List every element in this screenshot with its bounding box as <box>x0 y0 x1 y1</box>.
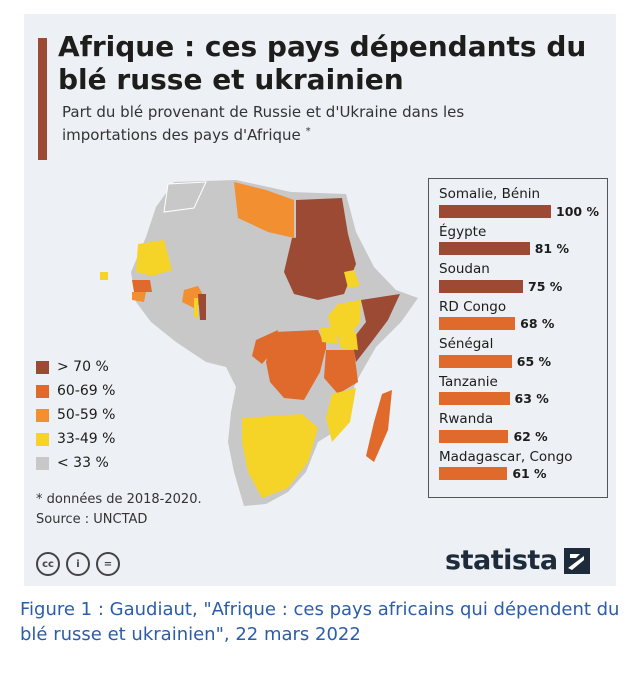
legend-item: 60-69 % <box>36 379 115 403</box>
license-icons: cc i = <box>36 552 120 576</box>
bar-value-label: 61 % <box>512 466 547 481</box>
bar-line: 81 % <box>439 241 609 257</box>
bar-category-label: Rwanda <box>439 411 494 427</box>
bar-row: Soudan 75 % <box>439 260 609 294</box>
chart-subtitle: Part du blé provenant de Russie et d'Ukr… <box>62 102 482 145</box>
bar-row: Rwanda 62 % <box>439 410 609 444</box>
bar-value-label: 68 % <box>520 316 555 331</box>
attribution-icon: i <box>66 552 90 576</box>
bar <box>439 242 530 255</box>
statista-logo-icon <box>563 547 590 574</box>
bar-row: Égypte 81 % <box>439 223 609 257</box>
footnote: * données de 2018-2020. Source : UNCTAD <box>36 490 202 530</box>
subtitle-text: Part du blé provenant de Russie et d'Ukr… <box>62 103 465 144</box>
bar-line: 61 % <box>439 466 609 482</box>
legend-swatch <box>36 360 49 374</box>
map-southern-africa <box>242 414 318 498</box>
bar <box>439 279 523 293</box>
bar <box>439 204 551 218</box>
map-guinea <box>132 292 146 302</box>
bar-value-label: 63 % <box>514 391 549 406</box>
map-uganda <box>320 328 338 344</box>
bar <box>439 317 516 330</box>
africa-map <box>100 180 418 506</box>
legend-label: 60-69 % <box>57 383 116 399</box>
map-kenya <box>338 330 358 350</box>
map-mozambique <box>326 388 356 442</box>
map-madagascar <box>366 390 392 462</box>
bar-category-label: RD Congo <box>439 298 507 315</box>
bar-line: 62 % <box>439 428 609 444</box>
bar-row: Madagascar, Congo 61 % <box>439 448 609 482</box>
map-egypt <box>296 198 348 238</box>
bar-value-label: 81 % <box>534 241 569 256</box>
bar <box>439 354 512 368</box>
bar-line: 100 % <box>439 203 609 219</box>
bar <box>439 429 509 443</box>
bar-category-label: Égypte <box>439 223 487 240</box>
legend-swatch <box>36 408 49 422</box>
map-eritrea <box>344 270 360 288</box>
map-senegal <box>132 280 152 292</box>
map-togo <box>194 298 198 318</box>
map-sudan <box>284 234 356 300</box>
map-somalia <box>352 294 400 362</box>
bar-row: Tanzanie 63 % <box>439 373 609 407</box>
bar-line: 75 % <box>439 278 609 294</box>
bar-category-label: Soudan <box>439 261 490 277</box>
legend: > 70 % 60-69 % 50-59 % 33-49 % < 33 % <box>36 355 115 475</box>
bar-line: 68 % <box>439 316 609 332</box>
bar-chart-panel: Somalie, Bénin 100 % Égypte 81 % Soudan 75 % R… <box>428 178 608 498</box>
map-libya <box>234 182 294 238</box>
legend-swatch <box>36 432 49 446</box>
bar-category-label: Tanzanie <box>439 373 498 390</box>
map-morocco <box>163 181 207 213</box>
subtitle-footnote-mark: * <box>305 126 311 137</box>
figure-caption: Figure 1 : Gaudiaut, "Afrique : ces pays… <box>20 599 620 645</box>
bar-value-label: 65 % <box>516 353 552 369</box>
map-benin <box>198 294 206 320</box>
legend-item: 50-59 % <box>36 403 115 427</box>
bar-value-label: 100 % <box>556 203 599 219</box>
bar-line: 65 % <box>439 353 609 369</box>
legend-item: > 70 % <box>36 355 115 379</box>
legend-item: < 33 % <box>36 451 115 475</box>
bar-category-label: Madagascar, Congo <box>439 448 573 465</box>
bar-row: RD Congo 68 % <box>439 298 609 332</box>
no-derivatives-icon: = <box>96 552 120 576</box>
legend-swatch <box>36 384 49 398</box>
statista-brand[interactable]: statista <box>445 545 590 576</box>
cc-icon: cc <box>36 552 60 576</box>
bar <box>439 467 508 480</box>
footnote-source: Source : UNCTAD <box>36 512 148 527</box>
chart-title: Afrique : ces pays dépendants du blé rus… <box>58 30 587 96</box>
bar-value-label: 75 % <box>528 278 563 294</box>
map-mauritania <box>136 240 172 276</box>
legend-label: 50-59 % <box>57 407 116 423</box>
map-tanzania <box>324 350 358 394</box>
legend-swatch <box>36 456 49 470</box>
bar-line: 63 % <box>439 391 609 407</box>
bar-row: Sénégal 65 % <box>439 335 609 369</box>
legend-item: 33-49 % <box>36 427 115 451</box>
legend-label: > 70 % <box>57 359 109 375</box>
map-rwanda <box>318 342 326 350</box>
bar <box>439 392 510 405</box>
title-accent-bar <box>38 38 47 160</box>
statista-wordmark: statista <box>445 545 558 576</box>
bar-row: Somalie, Bénin 100 % <box>439 185 609 219</box>
bar-value-label: 62 % <box>513 428 548 444</box>
map-cape-verde <box>100 272 108 280</box>
footnote-note: * données de 2018-2020. <box>36 492 202 507</box>
legend-label: 33-49 % <box>57 431 116 447</box>
bar-category-label: Somalie, Bénin <box>439 186 541 202</box>
legend-label: < 33 % <box>57 455 109 471</box>
map-drc <box>266 330 326 400</box>
map-congo <box>252 330 278 364</box>
bar-category-label: Sénégal <box>439 336 494 352</box>
